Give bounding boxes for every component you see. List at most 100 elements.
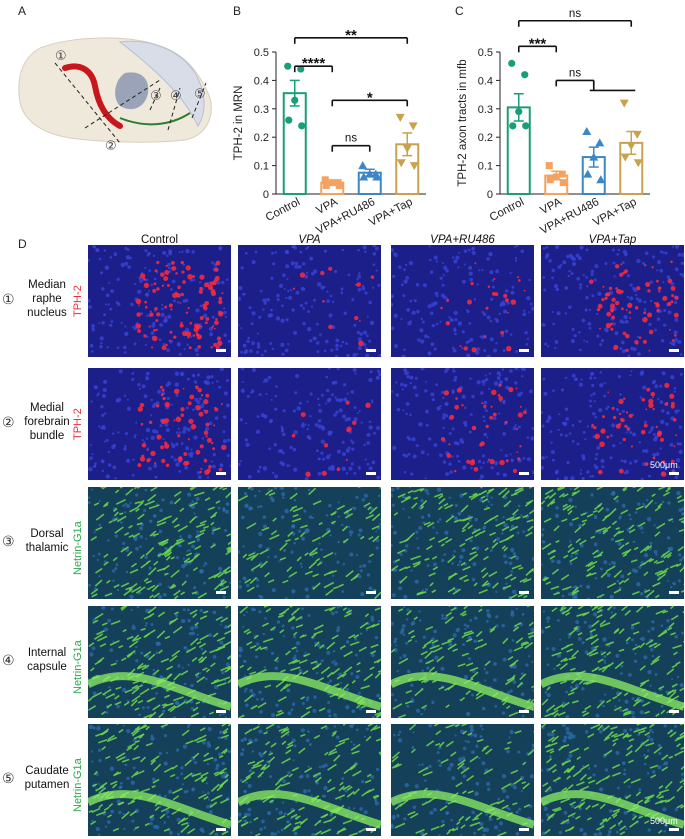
nucleus-dot: [282, 779, 286, 783]
nucleus-dot: [274, 474, 279, 479]
netrin-signal: [519, 577, 528, 583]
tph2-signal: [523, 410, 527, 415]
nucleus-dot: [317, 418, 322, 423]
nucleus-dot: [391, 643, 393, 646]
netrin-signal: [174, 611, 179, 615]
netrin-signal: [633, 728, 645, 733]
nucleus-dot: [281, 432, 286, 437]
nucleus-dot: [397, 733, 400, 737]
nucleus-dot: [493, 381, 499, 386]
nucleus-dot: [616, 253, 620, 256]
netrin-signal: [661, 754, 669, 761]
nucleus-dot: [254, 655, 258, 659]
netrin-signal: [211, 679, 221, 685]
nucleus-dot: [402, 409, 405, 412]
tph2-signal: [670, 260, 673, 264]
netrin-signal: [491, 542, 499, 549]
netrin-signal: [171, 649, 181, 658]
netrin-signal: [421, 704, 428, 709]
netrin-signal: [618, 530, 625, 535]
nucleus-dot: [631, 568, 636, 573]
netrin-signal: [366, 773, 372, 778]
netrin-signal: [342, 784, 351, 791]
netrin-signal: [131, 684, 139, 690]
micrograph-panel: [238, 245, 381, 357]
nucleus-dot: [263, 666, 267, 669]
nucleus-dot: [274, 832, 277, 836]
netrin-signal: [90, 667, 95, 672]
nucleus-dot: [276, 297, 280, 301]
nucleus-dot: [366, 573, 371, 577]
nucleus-dot: [135, 421, 138, 424]
nucleus-dot: [113, 443, 116, 447]
netrin-signal: [481, 498, 489, 504]
nucleus-dot: [619, 319, 624, 324]
nucleus-dot: [182, 557, 186, 560]
nucleus-dot: [648, 474, 651, 478]
netrin-signal: [623, 692, 629, 697]
nucleus-dot: [494, 705, 498, 708]
netrin-signal: [160, 658, 170, 663]
micrograph-background: [391, 487, 534, 599]
nucleus-dot: [391, 525, 394, 528]
row-label-line: raphe: [32, 293, 62, 305]
x-tick-label: VPA+Tap: [591, 196, 639, 229]
netrin-signal: [330, 510, 337, 516]
nucleus-dot: [197, 475, 202, 480]
netrin-signal: [320, 813, 328, 819]
nucleus-dot: [663, 465, 668, 470]
nucleus-dot: [501, 532, 504, 535]
netrin-signal: [464, 631, 475, 637]
tph2-signal: [320, 270, 325, 276]
tph2-signal: [160, 393, 164, 397]
netrin-signal: [565, 611, 571, 616]
nucleus-dot: [270, 276, 274, 280]
netrin-signal: [132, 756, 141, 761]
nucleus-dot: [405, 618, 409, 621]
netrin-signal: [187, 828, 196, 835]
netrin-signal: [676, 804, 684, 809]
nucleus-dot: [558, 830, 563, 835]
nucleus-dot: [657, 743, 662, 748]
tph2-signal: [206, 437, 212, 443]
netrin-signal: [99, 643, 107, 648]
y-tick-label: 0.2: [478, 132, 493, 144]
netrin-signal: [279, 683, 289, 692]
nucleus-dot: [550, 450, 555, 455]
netrin-signal: [283, 683, 291, 690]
nucleus-dot: [667, 547, 672, 551]
nucleus-dot: [619, 346, 623, 350]
netrin-signal: [131, 730, 140, 737]
scale-bar-label: 500μm: [650, 816, 678, 826]
nucleus-dot: [330, 611, 335, 616]
netrin-signal: [215, 616, 223, 621]
nucleus-dot: [124, 763, 128, 767]
nucleus-dot: [318, 765, 322, 769]
nucleus-dot: [317, 397, 320, 401]
netrin-signal: [353, 788, 360, 795]
nucleus-dot: [210, 375, 214, 379]
nucleus-dot: [327, 700, 331, 705]
netrin-signal: [480, 530, 486, 534]
netrin-signal: [590, 634, 598, 640]
nucleus-dot: [351, 298, 355, 302]
nucleus-dot: [311, 555, 314, 558]
netrin-signal: [622, 487, 628, 491]
netrin-signal: [204, 497, 211, 502]
nucleus-dot: [518, 807, 522, 811]
netrin-signal: [544, 828, 551, 835]
nucleus-dot: [643, 588, 647, 592]
nucleus-dot: [332, 574, 335, 577]
netrin-signal: [561, 518, 568, 523]
netrin-signal: [480, 487, 483, 489]
nucleus-dot: [348, 466, 353, 471]
nucleus-dot: [557, 265, 562, 269]
netrin-signal: [394, 763, 402, 769]
netrin-signal: [526, 519, 534, 523]
netrin-signal: [227, 546, 231, 551]
nucleus-dot: [315, 322, 319, 326]
nucleus-dot: [620, 340, 625, 345]
nucleus-dot: [91, 350, 94, 353]
netrin-signal: [119, 487, 123, 489]
